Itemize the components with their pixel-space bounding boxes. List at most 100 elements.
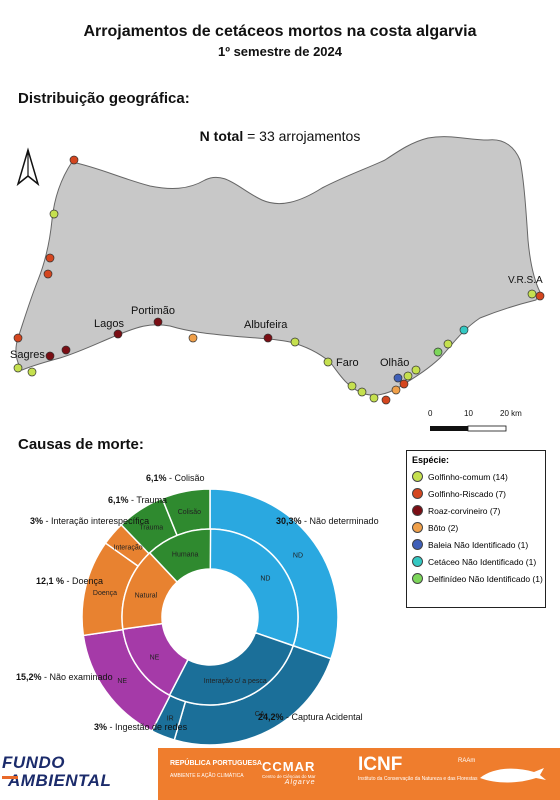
cause-label-pct: 6,1% bbox=[146, 473, 167, 483]
stranding-point bbox=[69, 155, 79, 165]
scale-bar: 0 10 20 km bbox=[428, 409, 522, 432]
fundo-ambiental-line2: AMBIENTAL bbox=[8, 771, 112, 790]
donut-inner-label: Humana bbox=[172, 552, 199, 559]
donut-inner-label: NE bbox=[150, 654, 160, 661]
scale-label-0: 0 bbox=[428, 409, 433, 418]
stranding-point bbox=[13, 363, 23, 373]
stranding-point bbox=[45, 351, 55, 361]
stranding-point bbox=[393, 373, 403, 383]
stranding-point bbox=[443, 339, 453, 349]
cause-label-name: - Não determinado bbox=[302, 516, 379, 526]
place-label-albufeira: Albufeira bbox=[244, 319, 288, 331]
stranding-point bbox=[188, 333, 198, 343]
fundo-ambiental-accent bbox=[2, 776, 18, 779]
legend-item: Golfinho-Riscado (7) bbox=[412, 485, 540, 502]
place-label-sagres: Sagres bbox=[10, 349, 45, 361]
stranding-point bbox=[43, 269, 53, 279]
species-legend: Espécie: Golfinho-comum (14) Golfinho-Ri… bbox=[406, 450, 546, 608]
cause-label-pct: 30,3% bbox=[276, 516, 302, 526]
dolphin-silhouette-icon bbox=[480, 768, 546, 783]
icnf-logo: ICNF Instituto da Conservação da Naturez… bbox=[358, 754, 478, 782]
cause-label-pct: 15,2% bbox=[16, 672, 42, 682]
n-total-value: = 33 arrojamentos bbox=[247, 128, 361, 144]
republica-portuguesa-logo: REPÚBLICA PORTUGUESA AMBIENTE E AÇÃO CLI… bbox=[170, 760, 262, 780]
ccmar-label: CCMAR bbox=[262, 759, 316, 774]
place-label-portimao: Portimão bbox=[131, 305, 175, 317]
partner-logos-band: REPÚBLICA PORTUGUESA AMBIENTE E AÇÃO CLI… bbox=[158, 748, 560, 800]
cause-label-name: - Trauma bbox=[129, 495, 168, 505]
legend-swatch bbox=[412, 556, 423, 567]
cause-label: 6,1% - Colisão bbox=[146, 473, 205, 483]
ccmar-algarve: Algarve bbox=[284, 779, 316, 786]
cause-label: 12,1 % - Doença bbox=[36, 576, 103, 586]
stranding-point bbox=[45, 253, 55, 263]
stranding-point bbox=[391, 385, 401, 395]
republica-sub: AMBIENTE E AÇÃO CLIMÁTICA bbox=[170, 773, 244, 779]
donut-inner-slice bbox=[148, 528, 212, 584]
scale-label-10: 10 bbox=[464, 409, 473, 418]
legend-swatch bbox=[412, 539, 423, 550]
donut-outer-code: Colisão bbox=[178, 509, 201, 516]
legend-item: Cetáceo Não Identificado (1) bbox=[412, 553, 540, 570]
legend-swatch bbox=[412, 471, 423, 482]
icnf-sub: Instituto da Conservação da Natureza e d… bbox=[358, 776, 478, 782]
donut-outer-code: Interação bbox=[114, 545, 143, 552]
cause-label-name: - Interação interespecífica bbox=[43, 516, 149, 526]
place-label-lagos: Lagos bbox=[94, 318, 124, 330]
legend-label: Roaz-corvineiro (7) bbox=[428, 505, 501, 516]
donut-inner-slice bbox=[168, 631, 295, 706]
cause-label: 6,1% - Trauma bbox=[108, 495, 167, 505]
place-label-vrsa: V.R.S.A bbox=[508, 275, 543, 286]
causes-section-heading: Causas de morte: bbox=[18, 436, 144, 453]
icnf-label: ICNF bbox=[358, 754, 403, 775]
stranding-point bbox=[399, 379, 409, 389]
legend-swatch bbox=[412, 505, 423, 516]
footer-logos: FUNDO AMBIENTAL REPÚBLICA PORTUGUESA AMB… bbox=[0, 748, 560, 800]
stranding-points bbox=[13, 155, 545, 405]
page-title: Arrojamentos de cetáceos mortos na costa… bbox=[83, 23, 477, 40]
place-label-olhao: Olhão bbox=[380, 357, 409, 369]
republica-label: REPÚBLICA PORTUGUESA bbox=[170, 760, 262, 767]
cause-label-pct: 6,1% bbox=[108, 495, 129, 505]
n-total: N total = 33 arrojamentos bbox=[0, 128, 560, 144]
legend-item: Baleia Não Identificado (1) bbox=[412, 536, 540, 553]
algarve-map: Sagres Lagos Portimão Albufeira Faro Olh… bbox=[10, 136, 545, 432]
stranding-point bbox=[13, 333, 23, 343]
legend-label: Delfinídeo Não Identificado (1) bbox=[428, 573, 543, 584]
cause-label-name: - Doença bbox=[64, 576, 103, 586]
stranding-point bbox=[403, 371, 413, 381]
n-total-label: N total bbox=[199, 128, 244, 144]
legend-item: Roaz-corvineiro (7) bbox=[412, 502, 540, 519]
scale-label-20: 20 km bbox=[500, 409, 522, 418]
legend-label: Baleia Não Identificado (1) bbox=[428, 539, 529, 550]
algarve-landmass bbox=[15, 136, 541, 396]
cause-label-pct: 3% bbox=[30, 516, 43, 526]
causes-donut-chart: ND Interação c/ a pesca NE Natural Humana ND 3… bbox=[16, 473, 379, 746]
legend-title: Espécie: bbox=[412, 455, 450, 465]
cause-label-name: - Não examinado bbox=[42, 672, 113, 682]
legend-label: Cetáceo Não Identificado (1) bbox=[428, 556, 537, 567]
raam-label: RAAm bbox=[458, 758, 476, 764]
cause-label-name: - Colisão bbox=[167, 473, 205, 483]
stranding-point bbox=[535, 291, 545, 301]
donut-inner-slice bbox=[209, 528, 299, 647]
map-section-heading: Distribuição geográfica: bbox=[18, 90, 190, 107]
stranding-point bbox=[433, 347, 443, 357]
legend-swatch bbox=[412, 573, 423, 584]
cause-label: 3% - Ingestão de redes bbox=[94, 722, 188, 732]
cause-label-pct: 24,2% bbox=[258, 712, 284, 722]
cause-label-pct: 3% bbox=[94, 722, 107, 732]
legend-item: Delfinídeo Não Identificado (1) bbox=[412, 570, 543, 587]
legend-label: Bôto (2) bbox=[428, 522, 459, 533]
stranding-point bbox=[153, 317, 163, 327]
legend-item: Bôto (2) bbox=[412, 519, 540, 536]
cause-label-pct: 12,1 % bbox=[36, 576, 64, 586]
stranding-point bbox=[49, 209, 59, 219]
donut-outer-code: IR bbox=[167, 715, 174, 722]
ccmar-sub: Centro de Ciências do Mar bbox=[262, 774, 316, 779]
stranding-point bbox=[527, 289, 537, 299]
cause-label-name: - Captura Acidental bbox=[284, 712, 363, 722]
donut-inner-label: Interação c/ a pesca bbox=[204, 678, 267, 685]
stranding-point bbox=[459, 325, 469, 335]
page-subtitle: 1º semestre de 2024 bbox=[217, 44, 342, 59]
